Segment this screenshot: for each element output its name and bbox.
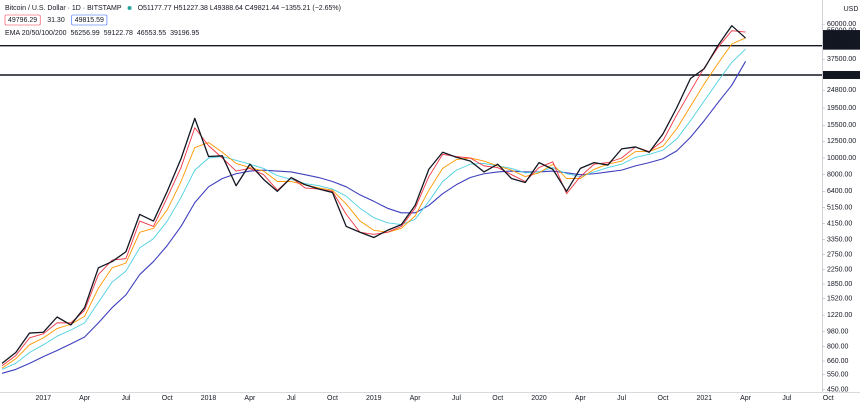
y-tick-label: 1520.00 — [827, 296, 852, 303]
series-line — [1, 25, 747, 364]
price-line-tag — [823, 41, 860, 50]
ema-value: 39196.95 — [170, 30, 199, 37]
axes: 60000.0055000.0037500.0024800.0019500.00… — [36, 6, 860, 402]
x-tick-label: Apr — [575, 395, 587, 402]
price-line-label: 45000.00 — [826, 43, 855, 50]
y-tick-label: 60000.00 — [827, 21, 856, 28]
y-tick-label: 4150.00 — [827, 221, 852, 228]
countdown-label: 15:58:45 — [826, 38, 853, 45]
y-tick-label: 550.00 — [827, 371, 849, 378]
y-tick-label: 5150.00 — [827, 204, 852, 211]
x-tick-label: Apr — [410, 395, 422, 402]
ema-value: 46553.55 — [137, 30, 166, 37]
y-tick-label: 1220.00 — [827, 312, 852, 319]
x-tick-label: Oct — [823, 395, 834, 402]
ema-value: 56256.99 — [71, 30, 100, 37]
y-tick-label: 800.00 — [827, 344, 849, 351]
x-tick-label: Apr — [79, 395, 91, 402]
y-tick-label: 1850.00 — [827, 281, 852, 288]
series-line — [1, 61, 747, 374]
x-tick-label: Apr — [740, 395, 752, 402]
x-tick-label: 2020 — [531, 395, 547, 402]
y-tick-label: 6400.00 — [827, 188, 852, 195]
x-tick-label: 2019 — [366, 395, 382, 402]
y-tick-label: 2750.00 — [827, 251, 852, 258]
series-line — [1, 37, 746, 369]
x-tick-label: Oct — [492, 395, 503, 402]
ema-value: 59122.78 — [104, 30, 133, 37]
price-line-tag — [823, 70, 860, 79]
price-line-label: 30383.57 — [826, 72, 855, 79]
plot-area — [0, 25, 822, 374]
y-tick-label: 980.00 — [827, 328, 849, 335]
x-tick-label: Oct — [658, 395, 669, 402]
x-tick-label: Jul — [617, 395, 626, 402]
x-tick-label: Oct — [327, 395, 338, 402]
x-tick-label: Apr — [244, 395, 256, 402]
y-tick-label: 2250.00 — [827, 266, 852, 273]
series-line — [1, 30, 746, 367]
y-tick-label: 3350.00 — [827, 237, 852, 244]
y-tick-label: 24800.00 — [827, 87, 856, 94]
x-tick-label: Jul — [782, 395, 791, 402]
market-status-dot — [127, 6, 132, 10]
x-tick-label: Jul — [121, 395, 130, 402]
y-tick-label: 19500.00 — [827, 105, 856, 112]
quote-label: 49815.59 — [75, 17, 104, 24]
x-tick-label: 2021 — [696, 395, 712, 402]
x-tick-label: Jul — [452, 395, 461, 402]
y-tick-label: 660.00 — [827, 358, 849, 365]
last-price-label: 49821.44 — [826, 31, 855, 38]
series-line — [1, 48, 746, 370]
quote-box — [71, 14, 108, 26]
last-price-tag — [823, 30, 860, 46]
x-tick-label: 2017 — [36, 395, 52, 402]
ema-label: EMA 20/50/100/200 — [5, 30, 67, 37]
y-tick-label: 450.00 — [827, 386, 849, 393]
x-tick-label: 2018 — [201, 395, 217, 402]
y-tick-label: 15500.00 — [827, 122, 856, 129]
quote-label: 31.30 — [47, 17, 65, 24]
ohlc-values: O51177.77 H51227.38 L49388.64 C49821.44 … — [138, 5, 341, 12]
quote-box — [4, 14, 41, 26]
currency-label: USD — [844, 6, 859, 13]
x-tick-label: Jul — [287, 395, 296, 402]
y-tick-label: 8000.00 — [827, 172, 852, 179]
y-tick-label: 12500.00 — [827, 138, 856, 145]
y-tick-label: 37500.00 — [827, 56, 856, 63]
x-tick-label: Oct — [162, 395, 173, 402]
y-tick-label: 10000.00 — [827, 155, 856, 162]
symbol-title: Bitcoin / U.S. Dollar · 1D · BITSTAMP — [5, 5, 122, 12]
legend: Bitcoin / U.S. Dollar · 1D · BITSTAMP O51… — [4, 5, 341, 37]
quote-label: 49796.29 — [8, 17, 37, 24]
